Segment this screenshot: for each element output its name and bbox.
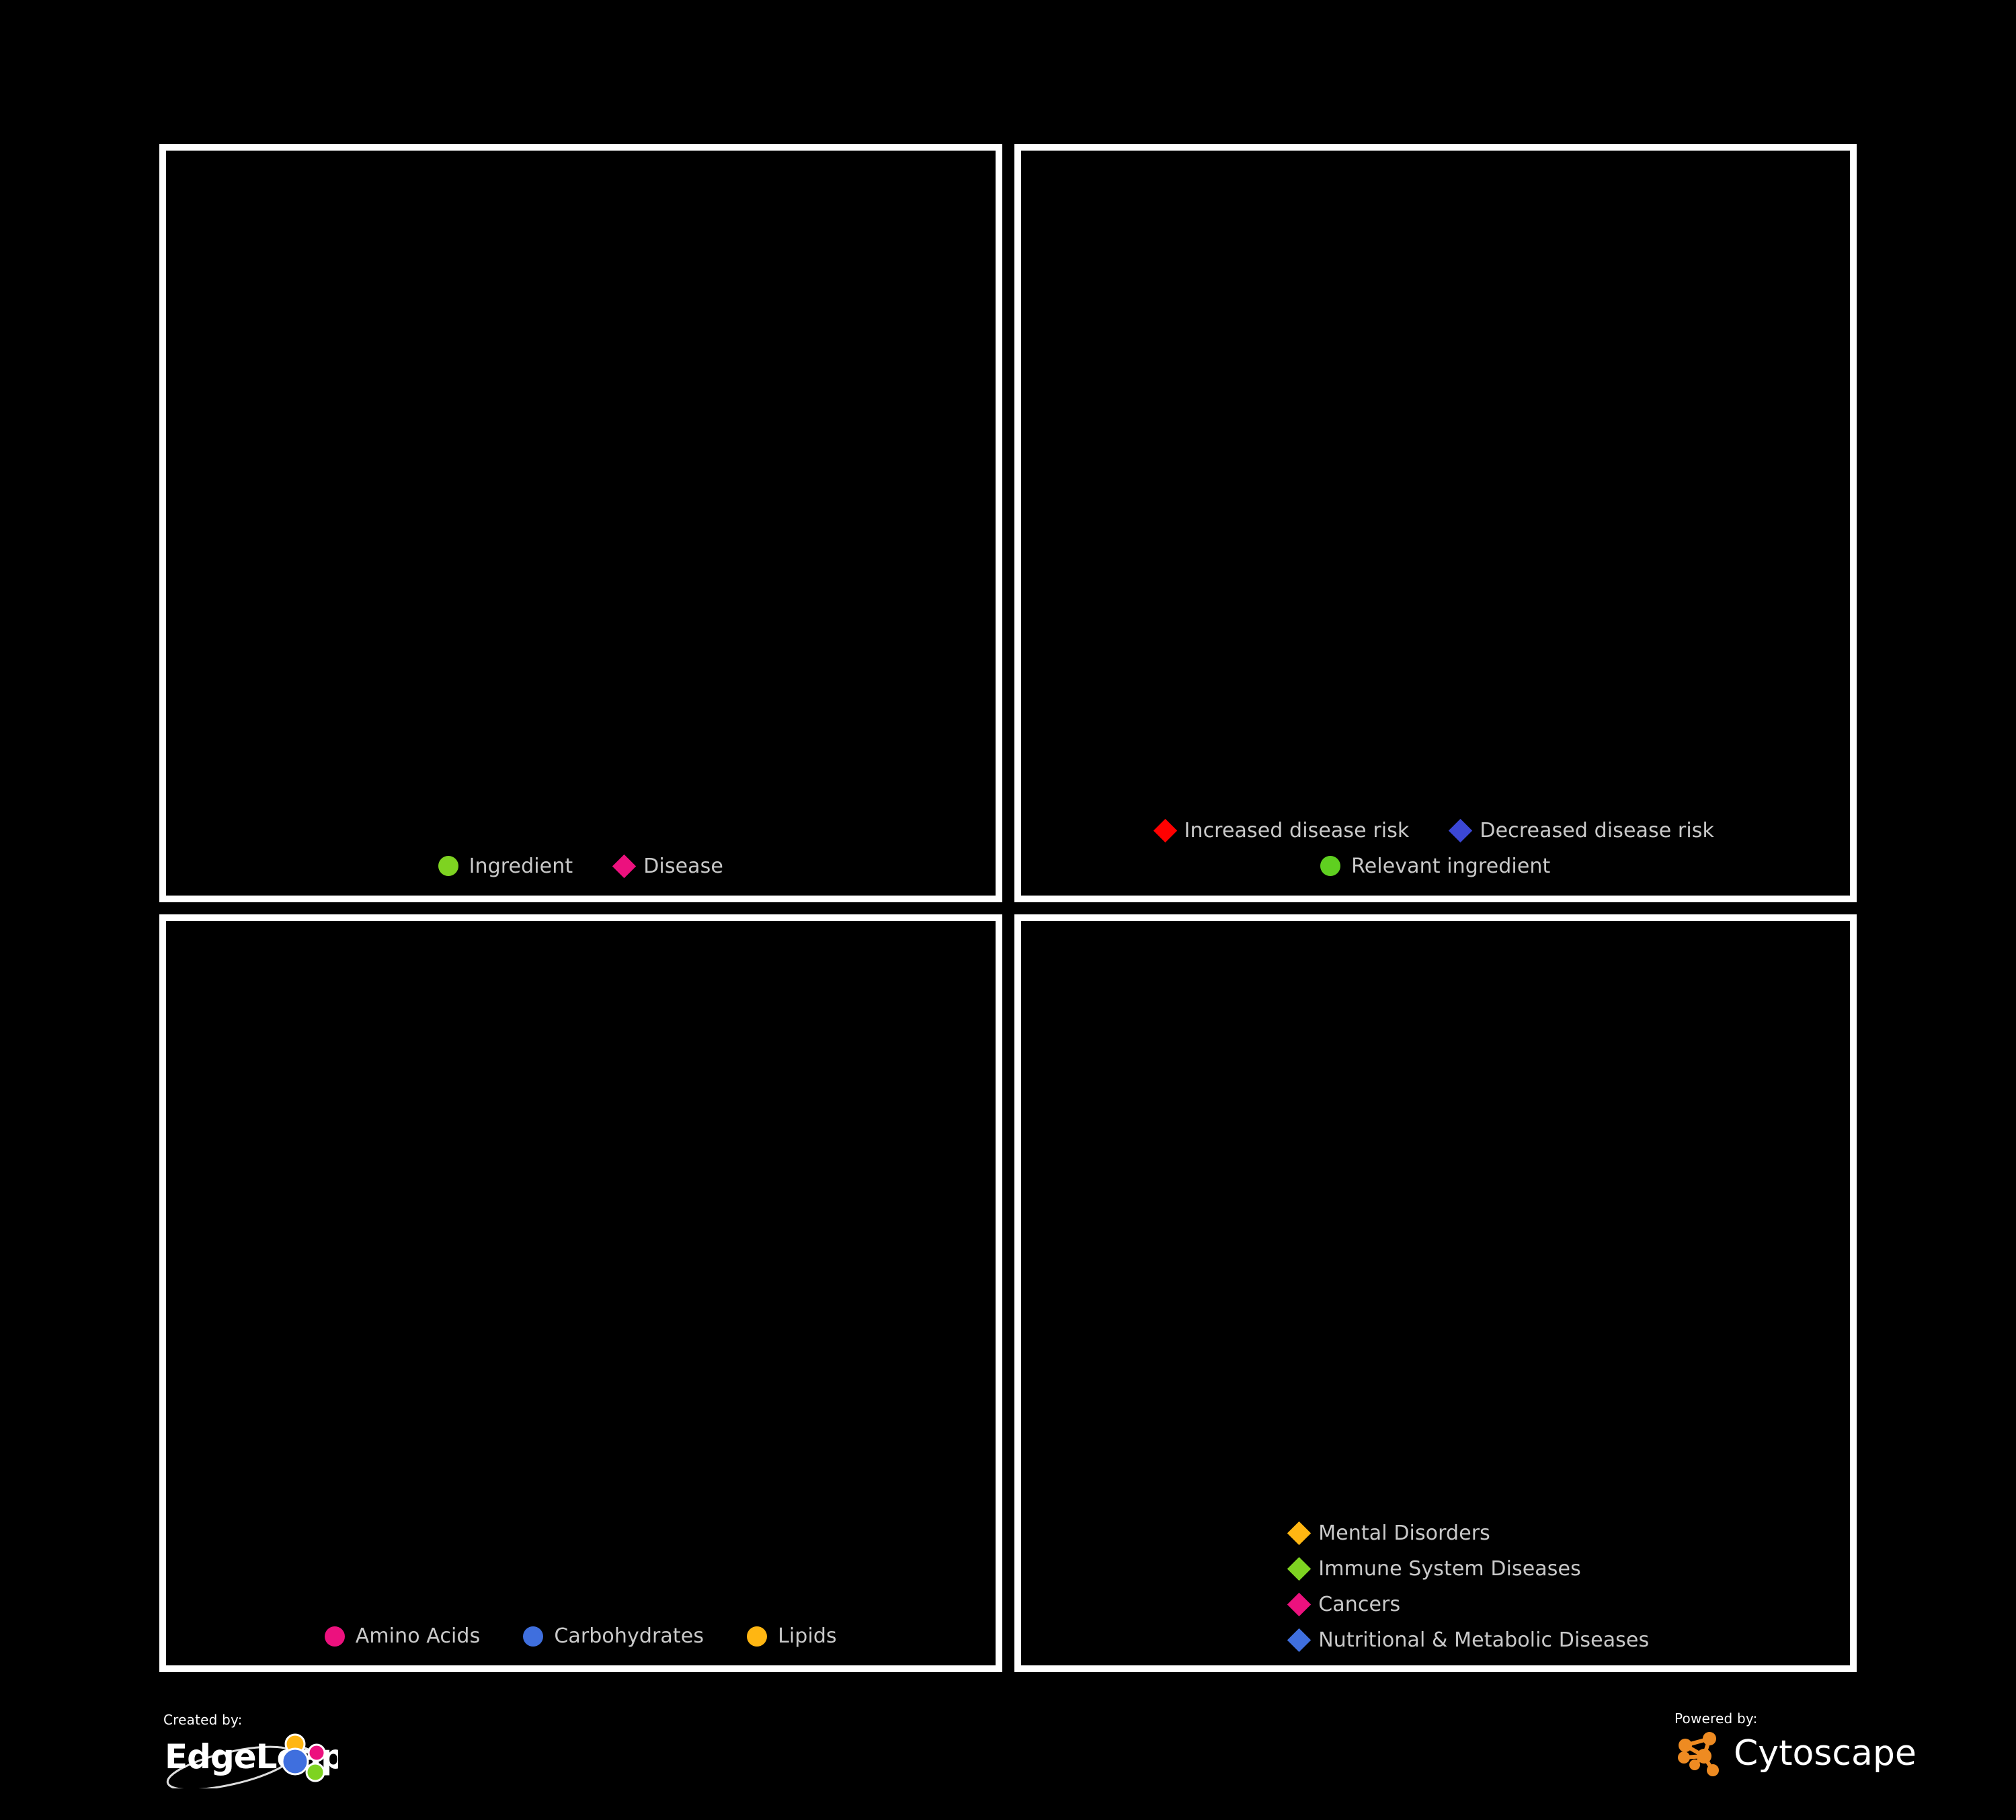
decreased-risk-marker-icon — [1449, 818, 1473, 842]
legend-item-label: Ingredient — [469, 854, 573, 878]
legend-cancers[interactable]: Cancers — [1287, 1592, 1580, 1617]
amino-acids-marker-icon — [324, 1626, 345, 1647]
legend-relevant-ingredient[interactable]: Relevant ingredient — [1320, 855, 1550, 878]
panel-ingredient-disease[interactable]: Ingredient Disease — [159, 144, 1002, 902]
legend-item-label: Increased disease risk — [1184, 818, 1410, 842]
ingredient-marker-icon — [438, 856, 458, 876]
legend-item-label: Cancers — [1318, 1593, 1401, 1616]
created-by-branding: Created by: EdgeLeap — [163, 1712, 338, 1788]
legend-item-label: Immune System Diseases — [1318, 1557, 1581, 1581]
ingredient-disease-network-canvas[interactable] — [166, 151, 996, 896]
cytoscape-logo-icon — [1678, 1732, 1719, 1776]
legend-item-label: Carbohydrates — [554, 1624, 704, 1648]
cytoscape-wordmark: Cytoscape — [1734, 1733, 1917, 1774]
disease-class-network-canvas[interactable] — [1020, 920, 1850, 1665]
disease-risk-network-canvas[interactable] — [1020, 151, 1850, 896]
edgeleap-logo[interactable]: EdgeLeap — [163, 1731, 338, 1788]
nutritional-metabolic-marker-icon — [1287, 1628, 1312, 1653]
network-panel-grid: Ingredient Disease Increased disease ris… — [159, 144, 1857, 1672]
powered-by-branding: Powered by: Cytoscape — [1675, 1710, 1917, 1778]
legend-increased-disease-risk[interactable]: Increased disease risk — [1153, 818, 1410, 842]
legend-ingredient[interactable]: Ingredient — [438, 855, 573, 878]
cancers-marker-icon — [1287, 1592, 1312, 1617]
legend-disease-classes: Mental Disorders Immune System Diseases … — [1099, 1521, 1771, 1653]
legend-item-label: Amino Acids — [355, 1624, 481, 1648]
edgeleap-logo-icon: EdgeLeap — [165, 1733, 338, 1788]
legend-item-label: Nutritional & Metabolic Diseases — [1318, 1628, 1650, 1652]
carbohydrates-marker-icon — [523, 1626, 544, 1647]
legend-lipids[interactable]: Lipids — [747, 1624, 837, 1648]
legend-item-label: Mental Disorders — [1318, 1521, 1490, 1545]
immune-system-marker-icon — [1287, 1556, 1312, 1581]
legend-immune-system-diseases[interactable]: Immune System Diseases — [1287, 1556, 1581, 1581]
lipids-marker-icon — [747, 1626, 768, 1647]
legend-disease[interactable]: Disease — [612, 854, 723, 878]
legend-nutritional-metabolic-diseases[interactable]: Nutritional & Metabolic Diseases — [1287, 1628, 1649, 1653]
panel-ingredient-classes[interactable]: Amino Acids Carbohydrates Lipids — [159, 914, 1002, 1672]
legend-decreased-disease-risk[interactable]: Decreased disease risk — [1449, 818, 1714, 842]
created-by-caption: Created by: — [163, 1712, 243, 1728]
powered-by-caption: Powered by: — [1675, 1710, 1758, 1727]
legend-amino-acids[interactable]: Amino Acids — [324, 1624, 481, 1648]
legend-mental-disorders[interactable]: Mental Disorders — [1287, 1521, 1580, 1546]
increased-risk-marker-icon — [1153, 818, 1177, 842]
legend-carbohydrates[interactable]: Carbohydrates — [523, 1624, 704, 1648]
mental-disorders-marker-icon — [1287, 1521, 1312, 1546]
legend-ingredient-disease: Ingredient Disease — [166, 854, 996, 878]
panel-disease-classes[interactable]: Mental Disorders Immune System Diseases … — [1014, 914, 1857, 1672]
panel-disease-risk[interactable]: Increased disease risk Decreased disease… — [1014, 144, 1857, 902]
legend-item-label: Lipids — [778, 1624, 837, 1648]
disease-marker-icon — [612, 854, 637, 878]
cytoscape-logo[interactable]: Cytoscape — [1675, 1729, 1917, 1778]
legend-ingredient-classes: Amino Acids Carbohydrates Lipids — [166, 1624, 996, 1648]
relevant-ingredient-marker-icon — [1320, 856, 1341, 876]
legend-item-label: Relevant ingredient — [1351, 854, 1551, 878]
legend-disease-risk: Increased disease risk Decreased disease… — [1021, 818, 1851, 878]
ingredient-class-network-canvas[interactable] — [166, 920, 996, 1665]
legend-item-label: Disease — [643, 854, 723, 878]
legend-item-label: Decreased disease risk — [1480, 818, 1714, 842]
